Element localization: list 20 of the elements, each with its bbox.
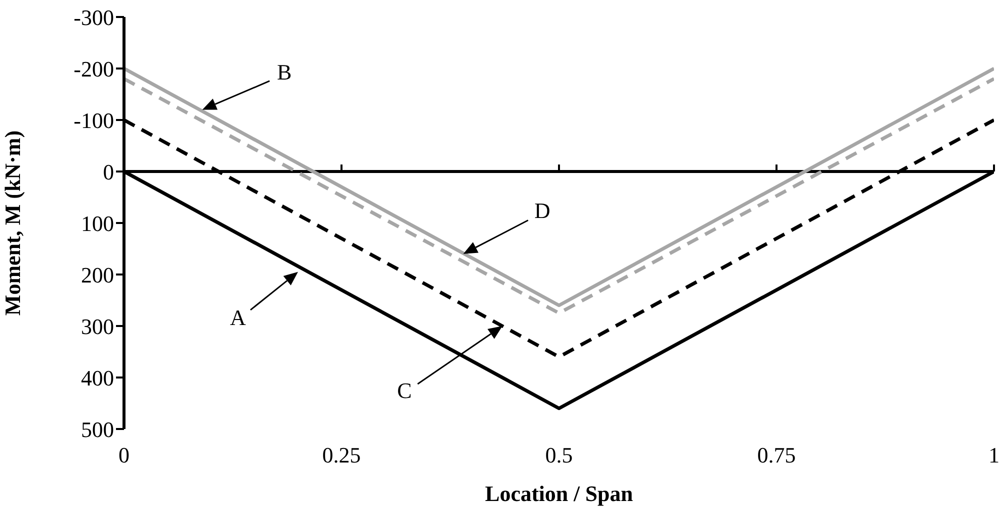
- y-tick-label: 0: [103, 159, 114, 184]
- x-tick-label: 0.75: [757, 442, 796, 468]
- y-tick-label: -300: [74, 4, 114, 30]
- x-axis-title: Location / Span: [485, 481, 633, 506]
- x-tick-label: 0.5: [545, 442, 573, 468]
- x-tick-label: 0: [118, 442, 130, 468]
- annotation: A: [230, 304, 246, 330]
- y-tick-label: 400: [81, 365, 114, 390]
- y-tick-label: 300: [81, 314, 114, 339]
- y-tick-label: -100: [74, 108, 114, 133]
- y-tick-label: 200: [81, 262, 114, 288]
- x-tick-label: 1: [988, 442, 1000, 468]
- y-tick-label: 500: [81, 416, 114, 442]
- annotation: C: [397, 378, 412, 404]
- y-tick-label: 100: [81, 210, 114, 236]
- y-axis-title: Moment, M (kN·m): [0, 130, 25, 316]
- y-tick-label: -200: [74, 56, 114, 82]
- annotation: D: [534, 198, 550, 223]
- x-tick-label: 0.25: [322, 442, 361, 468]
- annotation: B: [276, 60, 292, 85]
